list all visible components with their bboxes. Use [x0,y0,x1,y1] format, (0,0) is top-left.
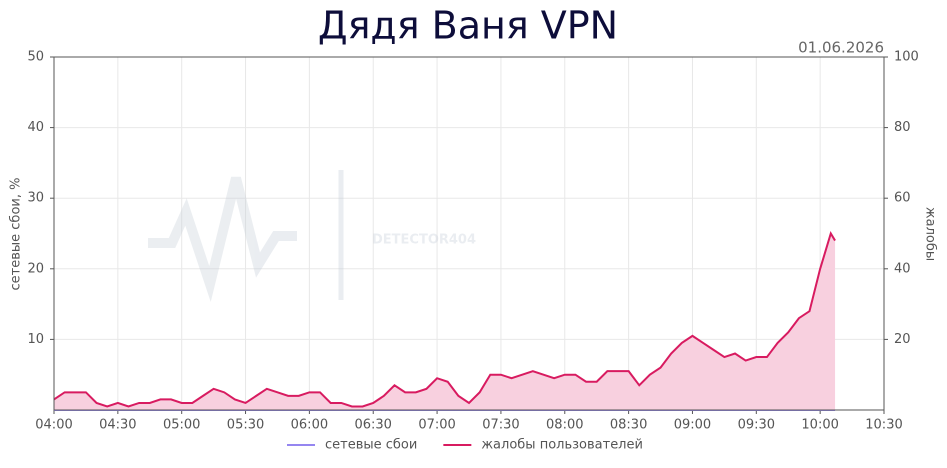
x-tick-label: 09:30 [738,418,775,433]
y2-tick-label: 60 [894,191,911,206]
x-tick-label: 08:30 [610,418,647,433]
x-tick-label: 07:30 [482,418,519,433]
x-tick-label: 04:30 [99,418,136,433]
x-tick-label: 10:00 [801,418,838,433]
watermark-icon [148,176,297,303]
y2-axis-title: жалобы [923,207,938,261]
plot-frame [53,56,885,411]
x-tick-label: 10:30 [865,418,902,433]
y-tick-label: 40 [27,120,44,135]
x-tick-label: 09:00 [674,418,711,433]
x-tick-label: 06:30 [354,418,391,433]
y2-tick-label: 80 [894,120,911,135]
y-tick-label: 20 [27,261,44,276]
y-tick-label: 30 [27,191,44,206]
y-tick-label: 10 [27,332,44,347]
y2-tick-label: 40 [894,261,911,276]
x-tick-label: 07:00 [418,418,455,433]
watermark-text: DETECTOR404 [372,233,476,248]
chart-date: 01.06.2026 [798,39,884,57]
x-tick-label: 06:00 [291,418,328,433]
x-tick-label: 05:30 [227,418,264,433]
y-tick-label: 50 [27,50,44,65]
area [54,233,836,410]
x-tick-label: 08:00 [546,418,583,433]
x-tick-label: 04:00 [35,418,72,433]
series-line [53,231,836,408]
y2-tick-label: 20 [894,332,911,347]
y2-tick-label: 100 [894,50,919,65]
legend-label: сетевые сбои [325,438,417,453]
x-tick-label: 05:00 [163,418,200,433]
watermark: DETECTOR404 [148,170,476,303]
chart-title: Дядя Ваня VPN [318,4,618,48]
legend-label: жалобы пользователей [481,438,643,453]
y-axis-title: сетевые сбои, % [9,178,24,291]
